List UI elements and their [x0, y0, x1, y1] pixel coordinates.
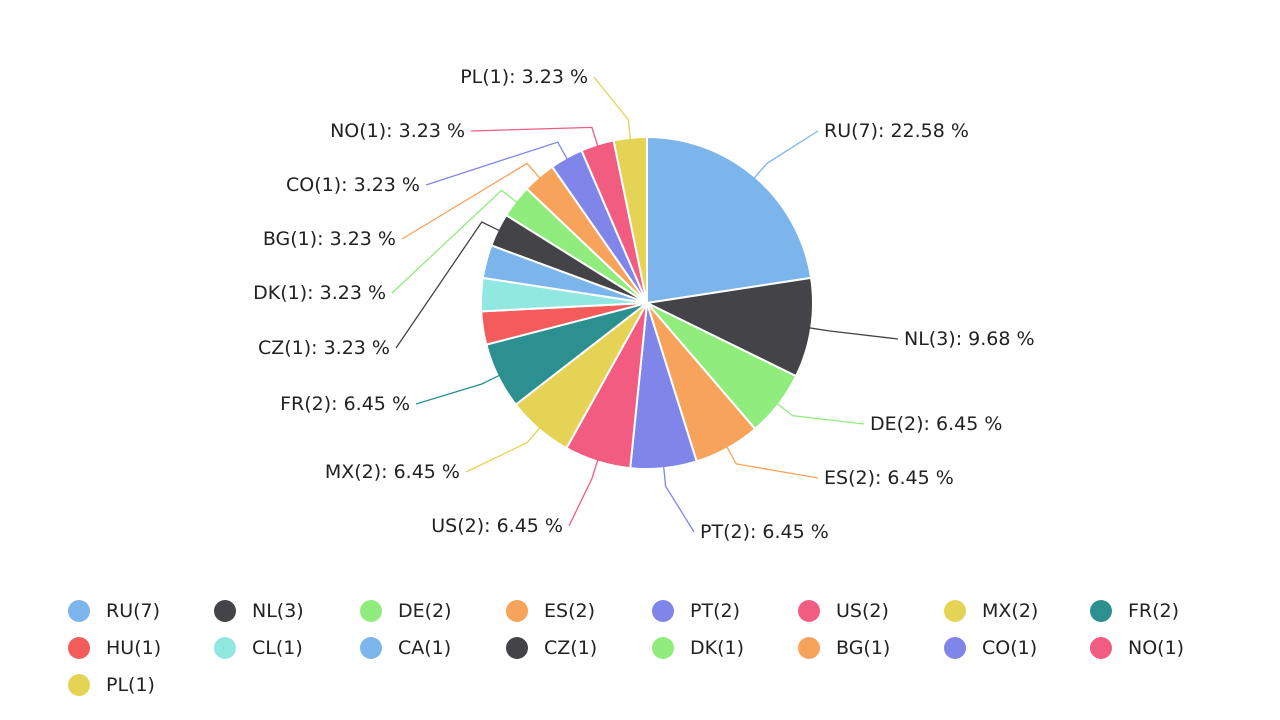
legend-label: BG(1) [836, 636, 891, 659]
legend-swatch [360, 599, 382, 622]
legend-item[interactable]: RU(7) [68, 592, 214, 629]
callout-label-de: DE(2): 6.45 % [870, 413, 1002, 435]
legend-label: PT(2) [690, 599, 740, 622]
leader-line-dk [391, 189, 518, 294]
legend-label: CO(1) [982, 636, 1038, 659]
callout-label-ru: RU(7): 22.58 % [824, 120, 969, 142]
legend-swatch [506, 636, 528, 659]
legend-item[interactable]: CL(1) [214, 629, 360, 666]
legend-label: NO(1) [1128, 636, 1185, 659]
leader-line-mx [465, 426, 541, 473]
leader-line-bg [401, 162, 541, 240]
callout-label-bg: BG(1): 3.23 % [263, 228, 396, 250]
legend-item[interactable]: NL(3) [214, 592, 360, 629]
legend-swatch [652, 599, 674, 622]
legend-item[interactable]: US(2) [798, 592, 944, 629]
legend-label: PL(1) [106, 673, 155, 696]
legend-label: US(2) [836, 599, 889, 622]
legend-swatch [506, 599, 528, 622]
legend-item[interactable]: DE(2) [360, 592, 506, 629]
legend-label: DE(2) [398, 599, 452, 622]
callout-label-cz: CZ(1): 3.23 % [258, 337, 390, 359]
leader-line-ru [753, 130, 819, 180]
legend-item[interactable]: NO(1) [1090, 629, 1236, 666]
callout-label-es: ES(2): 6.45 % [824, 467, 954, 489]
legend-item[interactable]: CO(1) [944, 629, 1090, 666]
legend-label: CA(1) [398, 636, 452, 659]
legend-label: CL(1) [252, 636, 303, 659]
legend-swatch [1090, 599, 1112, 622]
callout-label-nl: NL(3): 9.68 % [904, 328, 1035, 350]
legend-swatch [214, 599, 236, 622]
legend: RU(7) NL(3) DE(2) ES(2) PT(2) US(2) MX(2) FR(2)… [68, 592, 1238, 703]
pie-slices [479, 136, 814, 470]
legend-swatch [798, 599, 820, 622]
legend-item[interactable]: PT(2) [652, 592, 798, 629]
leader-line-co [425, 141, 568, 186]
legend-label: DK(1) [690, 636, 745, 659]
legend-label: MX(2) [982, 599, 1039, 622]
legend-label: CZ(1) [544, 636, 598, 659]
legend-item[interactable]: CZ(1) [506, 629, 652, 666]
leader-line-cz [395, 221, 501, 349]
callout-label-co: CO(1): 3.23 % [286, 174, 420, 196]
legend-item[interactable]: PL(1) [68, 666, 214, 703]
callout-leader-lines [391, 76, 899, 533]
leader-line-nl [808, 327, 899, 340]
legend-label: RU(7) [106, 599, 161, 622]
legend-swatch [68, 636, 90, 659]
callout-label-pl: PL(1): 3.23 % [460, 66, 588, 88]
legend-item[interactable]: DK(1) [652, 629, 798, 666]
legend-swatch [1090, 636, 1112, 659]
legend-label: HU(1) [106, 636, 162, 659]
callout-labels: RU(7): 22.58 % NL(3): 9.68 % DE(2): 6.45 %… [253, 66, 1034, 543]
legend-item[interactable]: ES(2) [506, 592, 652, 629]
legend-label: FR(2) [1128, 599, 1180, 622]
leader-line-us [568, 459, 599, 527]
legend-item[interactable]: MX(2) [944, 592, 1090, 629]
callout-label-no: NO(1): 3.23 % [330, 120, 465, 142]
legend-swatch [652, 636, 674, 659]
callout-label-dk: DK(1): 3.23 % [253, 282, 386, 304]
legend-swatch [68, 599, 90, 622]
callout-label-us: US(2): 6.45 % [431, 515, 563, 537]
legend-swatch [214, 636, 236, 659]
legend-swatch [944, 636, 966, 659]
callout-label-pt: PT(2): 6.45 % [700, 521, 829, 543]
legend-item[interactable]: HU(1) [68, 629, 214, 666]
legend-swatch [944, 599, 966, 622]
legend-swatch [360, 636, 382, 659]
legend-label: ES(2) [544, 599, 595, 622]
leader-line-fr [415, 374, 501, 405]
legend-item[interactable]: CA(1) [360, 629, 506, 666]
legend-swatch [68, 673, 90, 696]
callout-label-fr: FR(2): 6.45 % [280, 393, 410, 415]
pie-chart: RU(7): 22.58 % NL(3): 9.68 % DE(2): 6.45 %… [253, 66, 1034, 543]
leader-line-pt [662, 466, 695, 533]
callout-label-mx: MX(2): 6.45 % [325, 461, 460, 483]
pie-slice-ru [646, 136, 813, 304]
leader-line-de [776, 402, 865, 425]
leader-line-no [470, 126, 599, 147]
legend-item[interactable]: FR(2) [1090, 592, 1236, 629]
legend-label: NL(3) [252, 599, 304, 622]
legend-swatch [798, 636, 820, 659]
leader-line-pl [593, 76, 632, 140]
leader-line-es [726, 446, 819, 479]
legend-item[interactable]: BG(1) [798, 629, 944, 666]
